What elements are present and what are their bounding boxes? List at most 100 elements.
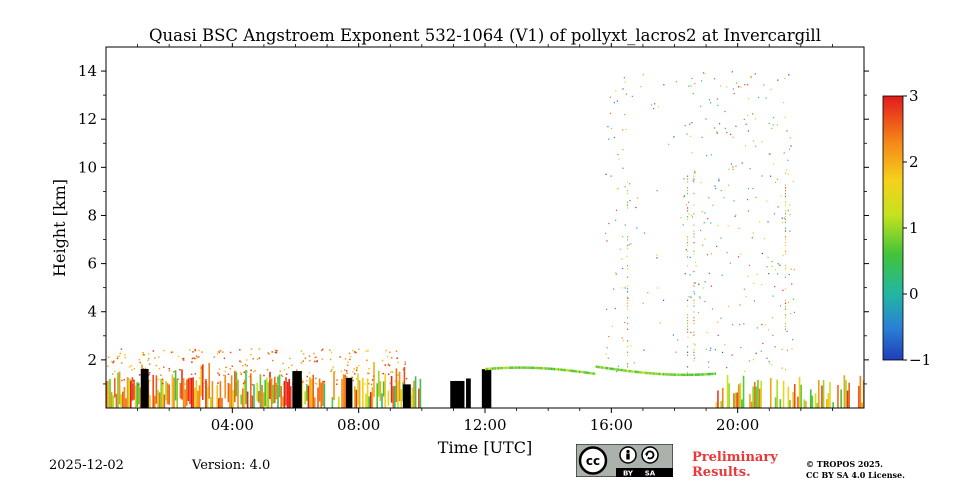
data-pixel xyxy=(615,368,617,371)
data-pixel xyxy=(186,379,188,406)
data-pixel xyxy=(382,372,384,375)
data-pixel xyxy=(655,372,658,376)
data-pixel xyxy=(687,210,689,212)
data-pixel xyxy=(120,394,122,407)
data-pixel xyxy=(691,152,693,154)
data-pixel xyxy=(155,375,158,404)
data-pixel xyxy=(599,366,602,369)
data-pixel xyxy=(173,370,175,373)
data-pixel xyxy=(259,375,262,378)
data-pixel xyxy=(779,305,782,307)
data-pixel xyxy=(120,348,123,350)
data-pixel xyxy=(402,381,404,402)
data-pixel xyxy=(789,214,791,216)
data-pixel xyxy=(687,331,689,333)
data-pixel xyxy=(785,184,787,186)
data-pixel xyxy=(627,291,629,293)
data-pixel xyxy=(624,224,626,226)
data-pixel xyxy=(726,367,728,369)
data-pixel xyxy=(231,365,234,367)
data-pixel xyxy=(785,265,787,267)
data-pixel xyxy=(230,375,233,408)
data-pixel xyxy=(306,375,309,378)
data-pixel xyxy=(567,369,569,372)
data-pixel xyxy=(246,371,248,373)
data-pixel xyxy=(368,372,370,375)
data-pixel xyxy=(387,363,390,366)
data-pixel xyxy=(532,366,534,370)
data-pixel xyxy=(147,357,150,360)
data-pixel xyxy=(235,371,238,397)
data-pixel xyxy=(240,373,243,375)
data-pixel xyxy=(130,364,133,367)
data-pixel xyxy=(735,165,737,167)
data-pixel xyxy=(720,401,722,408)
data-pixel xyxy=(206,386,209,408)
data-pixel xyxy=(627,299,629,302)
data-pixel xyxy=(494,367,497,370)
data-pixel xyxy=(181,357,184,360)
data-pixel xyxy=(138,358,141,361)
data-pixel xyxy=(397,361,399,364)
data-pixel xyxy=(370,383,373,386)
data-pixel xyxy=(154,395,156,408)
data-pixel xyxy=(702,373,704,376)
data-pixel xyxy=(747,210,750,212)
data-pixel xyxy=(348,352,351,355)
data-pixel xyxy=(381,359,384,362)
data-pixel xyxy=(627,305,629,307)
data-pixel xyxy=(694,172,696,174)
data-pixel xyxy=(714,349,716,351)
data-pixel xyxy=(643,232,646,234)
data-pixel xyxy=(694,83,696,85)
data-pixel xyxy=(761,252,763,255)
data-pixel xyxy=(283,368,286,371)
data-pixel xyxy=(611,325,613,327)
data-pixel xyxy=(403,367,406,399)
data-pixel xyxy=(777,273,779,275)
data-pixel xyxy=(546,367,548,370)
data-pixel xyxy=(394,380,396,382)
data-pixel xyxy=(755,196,757,198)
data-pixel xyxy=(229,368,232,370)
data-pixel xyxy=(693,293,696,295)
data-pixel xyxy=(627,296,629,299)
data-pixel xyxy=(194,372,197,375)
data-pixel xyxy=(692,180,694,182)
data-pixel xyxy=(733,200,735,202)
data-pixel xyxy=(785,322,787,325)
data-pixel xyxy=(222,374,225,377)
data-pixel xyxy=(693,351,695,354)
data-pixel xyxy=(130,380,132,408)
data-pixel xyxy=(124,354,126,356)
data-pixel xyxy=(627,363,629,365)
data-pixel xyxy=(121,379,123,382)
data-pixel xyxy=(774,285,776,288)
data-pixel xyxy=(752,232,754,234)
data-pixel xyxy=(202,364,204,400)
data-pixel xyxy=(259,374,262,408)
data-pixel xyxy=(785,210,787,212)
data-pixel xyxy=(643,371,645,374)
data-pixel xyxy=(321,358,324,360)
data-pixel xyxy=(822,380,825,408)
data-pixel xyxy=(693,357,696,359)
data-pixel xyxy=(272,384,274,404)
data-pixel xyxy=(627,201,629,203)
data-pixel xyxy=(771,317,774,319)
data-pixel xyxy=(668,373,670,376)
data-pixel xyxy=(700,181,702,184)
data-pixel xyxy=(517,366,519,369)
data-pixel xyxy=(651,372,653,375)
data-pixel xyxy=(392,386,394,408)
data-pixel xyxy=(693,181,695,183)
data-pixel xyxy=(376,383,378,408)
data-pixel xyxy=(772,163,775,165)
data-pixel xyxy=(769,153,771,155)
data-pixel xyxy=(525,366,527,369)
data-pixel xyxy=(767,329,770,331)
data-pixel xyxy=(216,384,218,408)
data-pixel xyxy=(486,367,488,371)
data-pixel xyxy=(356,366,358,369)
data-pixel xyxy=(487,367,490,371)
